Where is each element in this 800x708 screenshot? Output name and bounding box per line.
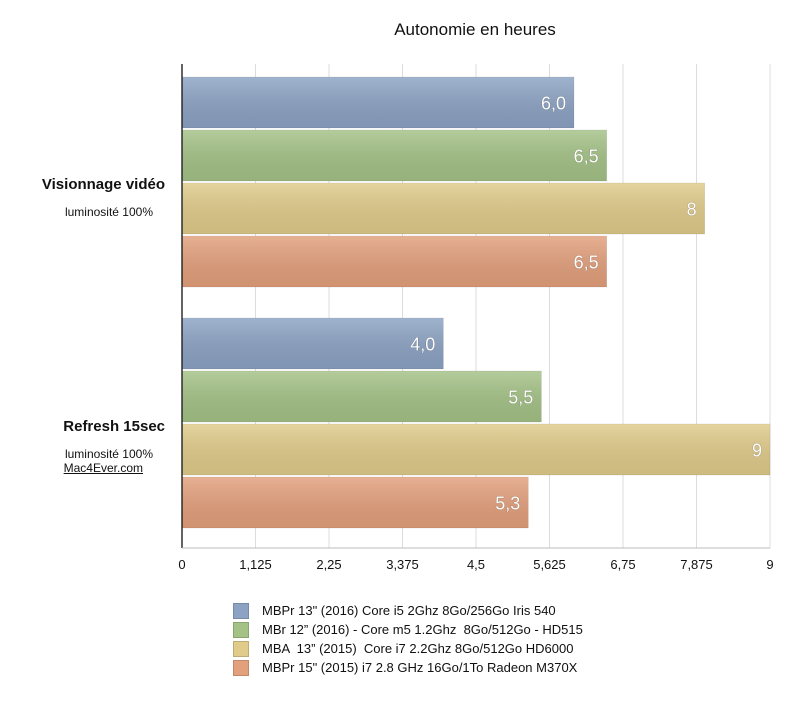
legend-label: MBr 12” (2016) - Core m5 1.2Ghz 8Go/512G… xyxy=(262,622,583,637)
category-label-refresh: Refresh 15sec luminosité 100% Mac4Ever.c… xyxy=(0,418,165,475)
legend-item: MBA 13” (2015) Core i7 2.2Ghz 8Go/512Go … xyxy=(233,639,583,658)
legend-item: MBPr 13" (2016) Core i5 2Ghz 8Go/256Go I… xyxy=(233,601,583,620)
legend-swatch xyxy=(233,621,249,638)
category-name: Visionnage vidéo xyxy=(41,176,165,193)
category-name: Refresh 15sec xyxy=(63,418,165,435)
legend-label: MBA 13” (2015) Core i7 2.2Ghz 8Go/512Go … xyxy=(262,641,574,656)
legend-label: MBPr 13" (2016) Core i5 2Ghz 8Go/256Go I… xyxy=(262,603,556,618)
legend-swatch xyxy=(233,659,249,676)
bar-shading xyxy=(182,183,705,234)
chart-title: Autonomie en heures xyxy=(394,20,556,39)
bar-shading xyxy=(182,236,607,287)
data-label: 5,3 xyxy=(495,494,520,514)
bars: 6,0 6,5 8 6,5 4,0 5,5 9 5,3 xyxy=(181,76,771,529)
bar-shading xyxy=(182,77,574,128)
tick-label: 7,875 xyxy=(680,557,713,572)
data-label: 9 xyxy=(752,441,762,461)
tick-label: 0 xyxy=(178,557,185,572)
bar-shading xyxy=(182,130,607,181)
data-label: 8 xyxy=(687,200,697,220)
legend-item: MBr 12” (2016) - Core m5 1.2Ghz 8Go/512G… xyxy=(233,620,583,639)
legend-swatch xyxy=(233,640,249,657)
axis: 0 1,125 2,25 3,375 4,5 5,625 6,75 7,875 9 xyxy=(178,64,774,572)
tick-label: 3,375 xyxy=(386,557,419,572)
bar-shading xyxy=(182,477,529,528)
tick-label: 6,75 xyxy=(610,557,635,572)
source-link[interactable]: Mac4Ever.com xyxy=(63,461,143,475)
legend: MBPr 13" (2016) Core i5 2Ghz 8Go/256Go I… xyxy=(233,601,583,677)
tick-label: 9 xyxy=(766,557,773,572)
data-label: 5,5 xyxy=(508,388,533,408)
legend-item: MBPr 15" (2015) i7 2.8 GHz 16Go/1To Rade… xyxy=(233,658,583,677)
bar-shading xyxy=(182,424,770,475)
bar-shading xyxy=(182,318,444,369)
data-label: 6,0 xyxy=(541,94,566,114)
tick-label: 2,25 xyxy=(316,557,341,572)
category-subtitle: luminosité 100% xyxy=(64,205,153,219)
category-subtitle: luminosité 100% xyxy=(64,447,153,461)
tick-label: 1,125 xyxy=(239,557,272,572)
data-label: 6,5 xyxy=(574,147,599,167)
data-label: 4,0 xyxy=(410,335,435,355)
category-label-video: Visionnage vidéo luminosité 100% xyxy=(0,176,165,219)
data-label: 6,5 xyxy=(574,253,599,273)
legend-swatch xyxy=(233,602,249,619)
tick-label: 4,5 xyxy=(467,557,485,572)
tick-label: 5,625 xyxy=(533,557,566,572)
legend-label: MBPr 15" (2015) i7 2.8 GHz 16Go/1To Rade… xyxy=(262,660,578,675)
bar-shading xyxy=(182,371,542,422)
